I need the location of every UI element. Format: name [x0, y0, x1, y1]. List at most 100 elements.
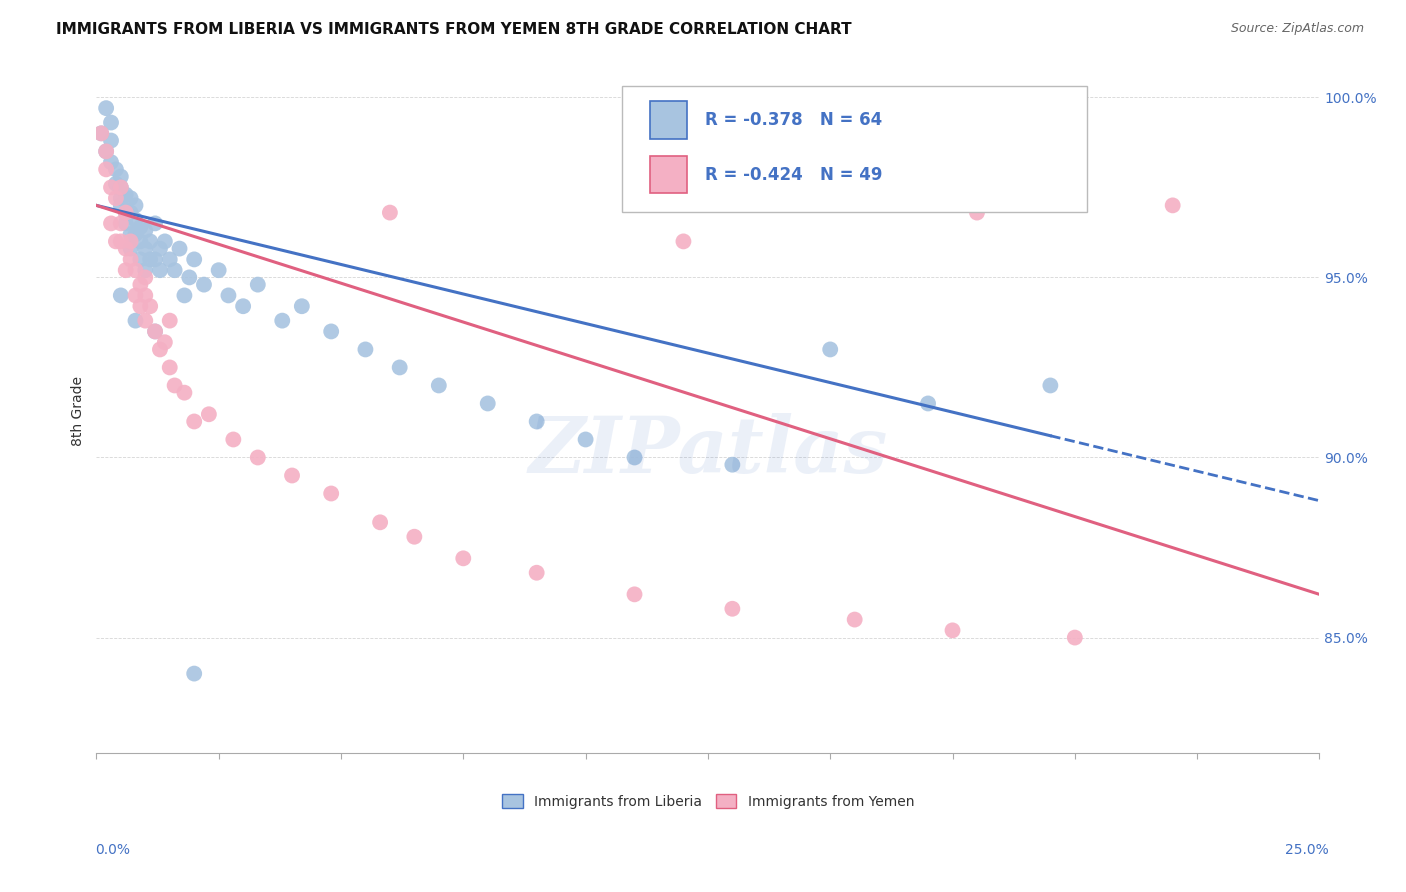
- Text: 0.0%: 0.0%: [96, 843, 131, 857]
- Point: [966, 205, 988, 219]
- Point: [139, 299, 162, 313]
- Point: [129, 252, 152, 267]
- Point: [114, 216, 136, 230]
- Point: [124, 227, 146, 242]
- Point: [159, 360, 181, 375]
- Point: [281, 468, 304, 483]
- Point: [173, 385, 195, 400]
- Point: [134, 270, 156, 285]
- Point: [134, 224, 156, 238]
- Point: [159, 313, 181, 327]
- Point: [90, 126, 112, 140]
- Point: [110, 191, 132, 205]
- Point: [110, 235, 132, 249]
- Point: [179, 270, 201, 285]
- Point: [526, 566, 548, 580]
- Point: [100, 180, 122, 194]
- Point: [94, 145, 117, 159]
- Point: [149, 263, 172, 277]
- Point: [143, 252, 166, 267]
- Text: IMMIGRANTS FROM LIBERIA VS IMMIGRANTS FROM YEMEN 8TH GRADE CORRELATION CHART: IMMIGRANTS FROM LIBERIA VS IMMIGRANTS FR…: [56, 22, 852, 37]
- Point: [291, 299, 314, 313]
- Point: [114, 205, 136, 219]
- Point: [94, 162, 117, 177]
- Point: [104, 235, 127, 249]
- Point: [917, 396, 939, 410]
- Point: [169, 242, 191, 256]
- Point: [120, 252, 142, 267]
- Point: [623, 450, 645, 465]
- Point: [100, 216, 122, 230]
- Point: [149, 343, 172, 357]
- Point: [1063, 631, 1085, 645]
- Point: [246, 277, 269, 292]
- Point: [94, 145, 117, 159]
- Point: [129, 219, 152, 234]
- Point: [368, 516, 391, 530]
- Point: [321, 486, 343, 500]
- Point: [623, 587, 645, 601]
- Legend: Immigrants from Liberia, Immigrants from Yemen: Immigrants from Liberia, Immigrants from…: [496, 789, 920, 814]
- Point: [124, 288, 146, 302]
- Point: [114, 263, 136, 277]
- Point: [110, 198, 132, 212]
- Point: [129, 235, 152, 249]
- Point: [1039, 378, 1062, 392]
- Point: [104, 177, 127, 191]
- Point: [208, 263, 231, 277]
- Point: [100, 115, 122, 129]
- Point: [129, 299, 152, 313]
- Point: [90, 126, 112, 140]
- Point: [149, 242, 172, 256]
- Point: [232, 299, 254, 313]
- Point: [134, 242, 156, 256]
- Point: [120, 191, 142, 205]
- Point: [153, 235, 176, 249]
- Point: [672, 235, 695, 249]
- Text: R = -0.424   N = 49: R = -0.424 N = 49: [706, 166, 883, 184]
- Point: [114, 242, 136, 256]
- Point: [404, 530, 426, 544]
- Point: [183, 666, 205, 681]
- Point: [100, 134, 122, 148]
- Point: [354, 343, 377, 357]
- Point: [129, 277, 152, 292]
- Point: [427, 378, 450, 392]
- Point: [453, 551, 475, 566]
- Point: [378, 205, 401, 219]
- Point: [217, 288, 239, 302]
- Point: [124, 313, 146, 327]
- Point: [100, 155, 122, 169]
- Point: [134, 263, 156, 277]
- Point: [114, 187, 136, 202]
- Point: [120, 227, 142, 242]
- Point: [104, 191, 127, 205]
- Point: [477, 396, 499, 410]
- Text: R = -0.378   N = 64: R = -0.378 N = 64: [706, 111, 883, 128]
- Point: [104, 162, 127, 177]
- Point: [163, 378, 186, 392]
- Text: Source: ZipAtlas.com: Source: ZipAtlas.com: [1230, 22, 1364, 36]
- Point: [388, 360, 411, 375]
- Point: [120, 205, 142, 219]
- Point: [193, 277, 215, 292]
- Point: [844, 613, 866, 627]
- Point: [120, 235, 142, 249]
- FancyBboxPatch shape: [651, 101, 688, 138]
- Point: [124, 198, 146, 212]
- Point: [159, 252, 181, 267]
- Point: [721, 601, 744, 615]
- Point: [198, 407, 221, 421]
- Point: [110, 288, 132, 302]
- Point: [139, 235, 162, 249]
- Point: [134, 313, 156, 327]
- FancyBboxPatch shape: [623, 86, 1087, 212]
- Point: [246, 450, 269, 465]
- Text: 25.0%: 25.0%: [1285, 843, 1329, 857]
- Point: [183, 415, 205, 429]
- Point: [153, 335, 176, 350]
- Point: [124, 212, 146, 227]
- Point: [941, 624, 963, 638]
- Point: [721, 458, 744, 472]
- Text: ZIPatlas: ZIPatlas: [529, 414, 887, 490]
